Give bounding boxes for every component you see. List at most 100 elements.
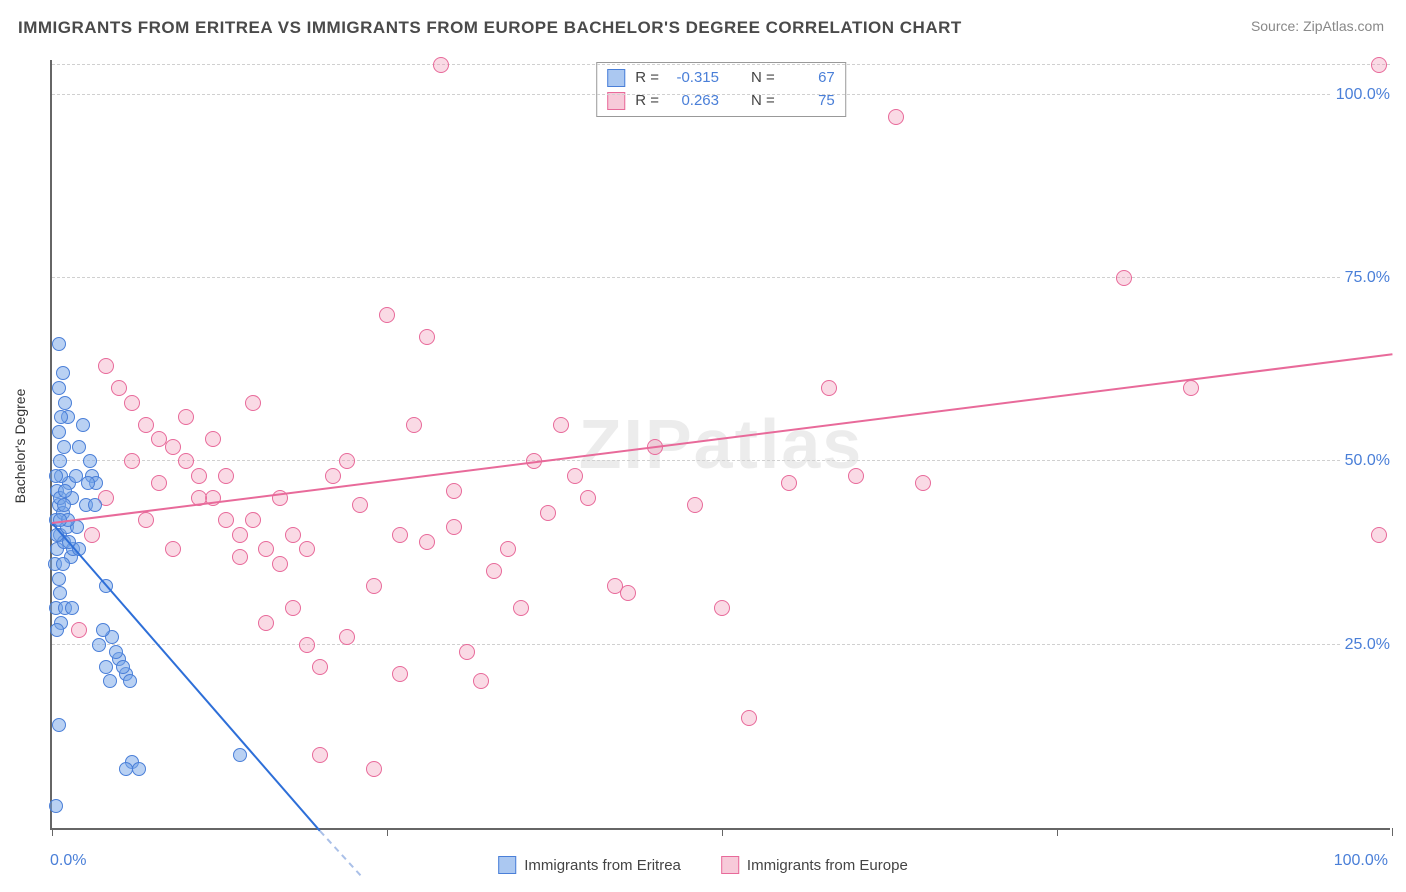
data-point-pink	[1371, 57, 1387, 73]
data-point-blue	[123, 674, 137, 688]
data-point-pink	[553, 417, 569, 433]
data-point-pink	[138, 512, 154, 528]
data-point-pink	[258, 541, 274, 557]
data-point-pink	[165, 541, 181, 557]
data-point-pink	[915, 475, 931, 491]
data-point-blue	[81, 476, 95, 490]
data-point-pink	[513, 600, 529, 616]
data-point-pink	[473, 673, 489, 689]
r-value-blue: -0.315	[669, 67, 719, 90]
data-point-pink	[178, 453, 194, 469]
data-point-blue	[233, 748, 247, 762]
data-point-pink	[299, 637, 315, 653]
data-point-pink	[392, 666, 408, 682]
x-tick	[1057, 828, 1058, 836]
legend-item-blue: Immigrants from Eritrea	[498, 856, 681, 874]
data-point-pink	[419, 329, 435, 345]
data-point-blue	[57, 498, 71, 512]
data-point-blue	[58, 484, 72, 498]
data-point-blue	[76, 418, 90, 432]
data-point-pink	[285, 600, 301, 616]
data-point-pink	[419, 534, 435, 550]
data-point-pink	[379, 307, 395, 323]
stats-row-blue: R = -0.315 N = 67	[607, 67, 835, 90]
data-point-blue	[56, 557, 70, 571]
data-point-pink	[687, 497, 703, 513]
r-label: R =	[635, 67, 659, 90]
gridline	[52, 64, 1390, 65]
data-point-blue	[53, 454, 67, 468]
data-point-pink	[714, 600, 730, 616]
data-point-pink	[1371, 527, 1387, 543]
data-point-pink	[620, 585, 636, 601]
swatch-blue-icon	[607, 69, 625, 87]
data-point-pink	[500, 541, 516, 557]
data-point-pink	[848, 468, 864, 484]
legend: Immigrants from Eritrea Immigrants from …	[498, 856, 908, 874]
data-point-blue	[83, 454, 97, 468]
swatch-blue-icon	[498, 856, 516, 874]
data-point-pink	[741, 710, 757, 726]
data-point-blue	[88, 498, 102, 512]
data-point-blue	[49, 469, 63, 483]
data-point-blue	[109, 645, 123, 659]
x-tick	[387, 828, 388, 836]
data-point-blue	[99, 660, 113, 674]
data-point-blue	[52, 381, 66, 395]
data-point-pink	[1116, 270, 1132, 286]
data-point-pink	[366, 761, 382, 777]
x-tick	[722, 828, 723, 836]
y-axis-label: Bachelor's Degree	[12, 389, 28, 504]
n-value-blue: 67	[785, 67, 835, 90]
y-tick-label: 25.0%	[1341, 636, 1394, 654]
data-point-blue	[56, 366, 70, 380]
legend-label-blue: Immigrants from Eritrea	[524, 857, 681, 874]
data-point-pink	[366, 578, 382, 594]
data-point-pink	[98, 358, 114, 374]
watermark-text: ZIPatlas	[579, 404, 863, 484]
data-point-pink	[285, 527, 301, 543]
data-point-pink	[486, 563, 502, 579]
data-point-pink	[821, 380, 837, 396]
scatter-plot-area: ZIPatlas R = -0.315 N = 67 R = 0.263 N =…	[50, 60, 1390, 830]
data-point-pink	[406, 417, 422, 433]
data-point-pink	[178, 409, 194, 425]
data-point-pink	[459, 644, 475, 660]
trendline-blue-dashed	[319, 830, 361, 875]
gridline	[52, 277, 1390, 278]
data-point-blue	[132, 762, 146, 776]
data-point-pink	[151, 475, 167, 491]
data-point-blue	[72, 440, 86, 454]
data-point-pink	[205, 431, 221, 447]
data-point-blue	[92, 638, 106, 652]
legend-item-pink: Immigrants from Europe	[721, 856, 908, 874]
data-point-pink	[245, 395, 261, 411]
data-point-blue	[119, 762, 133, 776]
gridline	[52, 94, 1390, 95]
data-point-pink	[299, 541, 315, 557]
data-point-pink	[580, 490, 596, 506]
y-tick-label: 75.0%	[1341, 269, 1394, 287]
data-point-pink	[218, 468, 234, 484]
data-point-blue	[103, 674, 117, 688]
data-point-pink	[111, 380, 127, 396]
data-point-pink	[138, 417, 154, 433]
x-tick	[1392, 828, 1393, 836]
data-point-pink	[124, 395, 140, 411]
y-tick-label: 100.0%	[1332, 86, 1394, 104]
data-point-blue	[96, 623, 110, 637]
source-value: ZipAtlas.com	[1303, 18, 1384, 34]
data-point-pink	[71, 622, 87, 638]
y-tick-label: 50.0%	[1341, 452, 1394, 470]
data-point-pink	[392, 527, 408, 543]
data-point-pink	[312, 747, 328, 763]
data-point-blue	[50, 623, 64, 637]
data-point-pink	[124, 453, 140, 469]
data-point-pink	[1183, 380, 1199, 396]
data-point-pink	[540, 505, 556, 521]
data-point-blue	[65, 601, 79, 615]
x-tick	[52, 828, 53, 836]
data-point-pink	[191, 468, 207, 484]
x-tick-max: 100.0%	[1334, 852, 1388, 870]
gridline	[52, 460, 1390, 461]
